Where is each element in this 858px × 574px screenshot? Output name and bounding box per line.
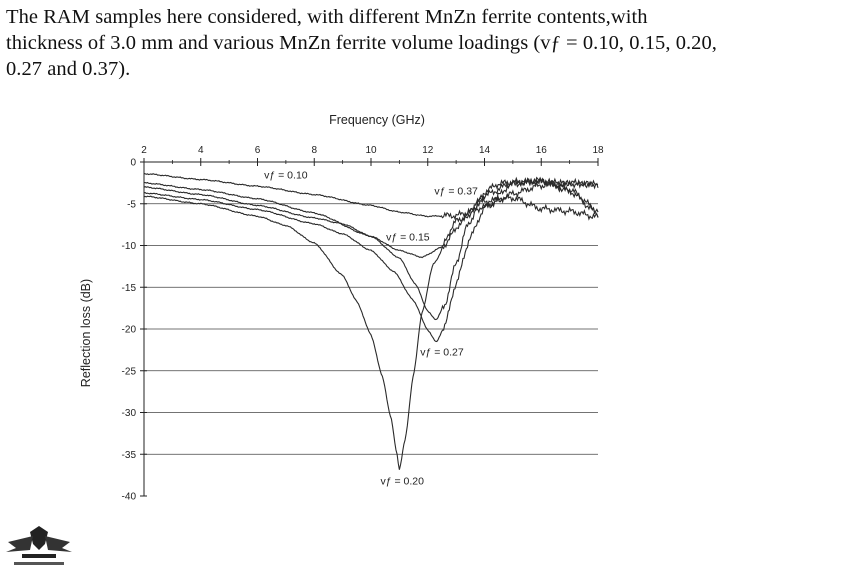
series-label-3: vƒ = 0.27 (420, 347, 464, 359)
caption: The RAM samples here considered, with di… (6, 4, 852, 82)
y-tick-label: -5 (127, 199, 136, 210)
series-line-2 (143, 192, 599, 470)
series-label-0: vƒ = 0.10 (264, 170, 308, 182)
x-tick-label: 14 (479, 145, 491, 156)
series-label-1: vƒ = 0.37 (434, 186, 478, 198)
caption-line-2: thickness of 3.0 mm and various MnZn fer… (6, 32, 717, 54)
series-label-2: vƒ = 0.15 (386, 231, 430, 243)
annotations: vƒ = 0.10 vƒ = 0.37 vƒ = 0.15 vƒ = 0.27 vƒ =… (264, 170, 478, 488)
series-line-0 (143, 172, 599, 221)
y-tick-label: 0 (130, 158, 136, 169)
x-tick-label: 4 (198, 145, 204, 156)
x-tick-label: 8 (311, 145, 317, 156)
series-lines (143, 172, 599, 470)
x-tick-label: 10 (365, 145, 377, 156)
series-label-4: vƒ = 0.20 (380, 475, 424, 487)
caption-line-3: 0.27 and 0.37). (6, 58, 131, 80)
x-tick-label: 18 (592, 145, 604, 156)
series-line-3 (143, 176, 599, 343)
y-axis-title: Reflection loss (dB) (79, 279, 93, 387)
caption-line-1: The RAM samples here considered, with di… (6, 6, 648, 28)
axes: 2 4 6 8 10 12 14 16 18 0 -5 -10 -15 -20 -25 -30 -35 -40 Fr… (79, 113, 604, 503)
y-tick-label: -10 (122, 241, 137, 252)
x-tick-label: 6 (255, 145, 261, 156)
y-tick-label: -25 (122, 366, 137, 377)
y-tick-label: -20 (122, 325, 137, 336)
grid-lines (144, 203, 598, 455)
y-tick-label: -35 (122, 450, 137, 461)
winged-emblem-icon (6, 526, 72, 565)
x-axis-title: Frequency (GHz) (329, 113, 425, 127)
x-tick-label: 16 (536, 145, 548, 156)
y-tick-label: -40 (122, 492, 137, 503)
y-tick-label: -30 (122, 408, 137, 419)
x-tick-label: 2 (141, 145, 147, 156)
x-tick-label: 12 (422, 145, 434, 156)
y-tick-label: -15 (122, 283, 137, 294)
series-line-4 (143, 176, 599, 321)
